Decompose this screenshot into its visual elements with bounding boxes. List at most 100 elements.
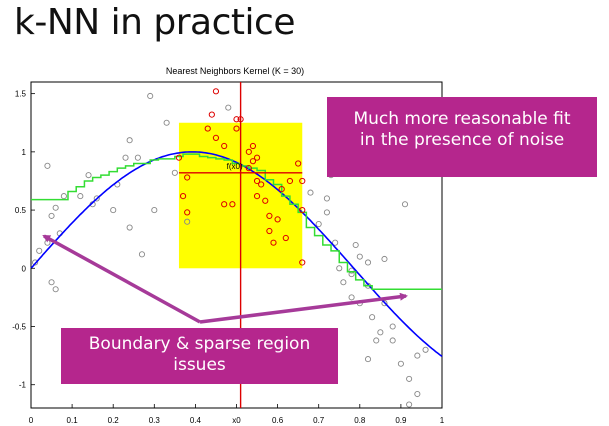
data-point — [307, 189, 314, 196]
knn-fit-curve — [31, 153, 442, 290]
neighbor-point — [249, 142, 257, 150]
callout-arrows — [42, 234, 408, 324]
boundary-callout-line1: Boundary & sparse region — [88, 334, 311, 354]
data-point — [323, 195, 330, 202]
neighbor-point — [253, 177, 261, 185]
data-point — [377, 329, 384, 336]
neighbor-point — [274, 216, 281, 223]
data-point — [122, 154, 129, 161]
data-point — [401, 201, 409, 208]
neighbor-point — [282, 234, 289, 242]
y-tick-label: 0 — [22, 264, 27, 273]
data-point — [85, 172, 92, 179]
plot-area: f(x0) — [30, 81, 443, 409]
data-point — [60, 193, 67, 200]
data-point — [332, 239, 339, 246]
noise-callout-line1: Much more reasonable fit — [353, 109, 571, 129]
x-tick-label: 1 — [440, 416, 445, 425]
data-point — [406, 375, 413, 382]
neighbor-point — [286, 177, 294, 185]
neighbor-point — [270, 239, 277, 246]
right-boundary-arrow — [199, 292, 408, 324]
data-point — [184, 218, 191, 225]
data-point — [110, 207, 117, 214]
data-point — [340, 279, 347, 286]
slide-title: k-NN in practice — [14, 2, 295, 43]
data-point — [126, 137, 133, 144]
data-point — [48, 212, 55, 219]
neighbor-point — [233, 125, 240, 132]
data-point — [381, 300, 388, 307]
data-point — [373, 337, 380, 344]
noise-callout: Much more reasonable fit in the presence… — [327, 97, 597, 177]
neighbor-point — [229, 201, 236, 208]
data-point — [147, 92, 154, 100]
data-point — [77, 193, 84, 200]
neighbor-point — [253, 193, 261, 200]
y-tick-label: -0.5 — [12, 323, 26, 332]
neighbor-point — [249, 158, 257, 165]
data-point — [126, 224, 133, 231]
data-point — [364, 259, 372, 266]
data-point — [397, 360, 404, 367]
neighbor-point — [184, 209, 191, 216]
data-point — [381, 255, 388, 263]
data-point — [225, 104, 232, 111]
neighbor-point — [233, 116, 240, 123]
data-point — [138, 251, 146, 258]
neighbor-point — [245, 148, 252, 155]
boundary-callout: Boundary & sparse region issues — [61, 328, 338, 384]
neighbor-point — [299, 177, 306, 185]
data-point — [348, 294, 355, 301]
neighbor-point — [204, 125, 211, 132]
fx0-label: f(x0) — [227, 162, 243, 171]
x-tick-label: 0.8 — [354, 416, 366, 425]
neighbor-point — [295, 160, 302, 167]
data-point — [32, 259, 39, 266]
data-point — [163, 119, 170, 126]
neighbor-point — [179, 193, 187, 200]
data-point — [44, 162, 51, 169]
neighbor-point — [262, 197, 269, 204]
data-point — [369, 314, 376, 321]
data-point — [336, 265, 343, 272]
y-tick-label: -1 — [19, 381, 27, 390]
data-point — [48, 279, 55, 286]
data-point — [414, 390, 421, 398]
x-tick-label: 0.2 — [108, 416, 120, 425]
neighbor-point — [266, 227, 273, 235]
neighbor-point — [299, 259, 306, 266]
neighbor-point — [253, 154, 261, 161]
x-tick-label: 0.3 — [149, 416, 161, 425]
x-tick-label: x0 — [232, 416, 241, 425]
x-tick-label: 0.4 — [190, 416, 202, 425]
neighbor-point — [245, 165, 252, 172]
neighbor-point — [266, 212, 273, 219]
x-tick-label: 0 — [29, 416, 34, 425]
data-point — [348, 267, 355, 274]
data-point — [151, 207, 158, 214]
true-function-curve — [30, 151, 443, 358]
y-axis-ticks: 1.5 1 0.5 0 -0.5 -1 — [12, 90, 35, 390]
data-point — [352, 241, 359, 249]
data-point — [52, 286, 59, 293]
neighbor-point — [184, 174, 191, 181]
data-point — [406, 401, 413, 408]
data-point — [171, 169, 178, 176]
boundary-callout-line2: issues — [173, 355, 226, 376]
neighbor-point — [212, 134, 220, 141]
data-point — [36, 247, 43, 254]
neighbor-point — [258, 181, 265, 188]
data-point — [93, 195, 100, 202]
x-axis-ticks: 0 0.1 0.2 0.3 0.4 x0 0.6 0.7 0.8 0.9 1 — [29, 404, 445, 425]
data-point — [364, 356, 372, 363]
noise-callout-line2: in the presence of noise — [359, 130, 565, 151]
neighbor-point — [299, 206, 306, 214]
x-tick-label: 0.9 — [395, 416, 407, 425]
left-boundary-arrow — [42, 234, 201, 324]
y-tick-label: 1 — [22, 148, 27, 157]
y-tick-label: 1.5 — [15, 90, 27, 99]
data-point — [134, 154, 141, 161]
neighbor-point — [221, 142, 228, 150]
